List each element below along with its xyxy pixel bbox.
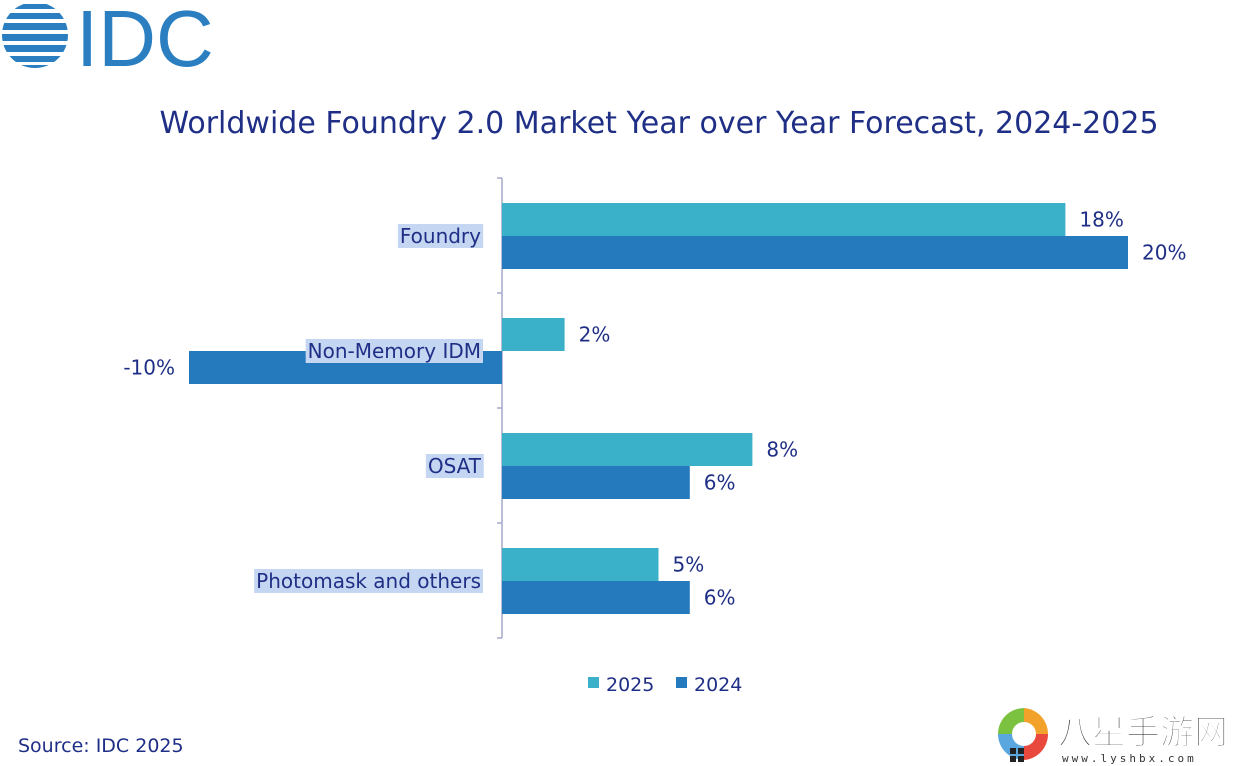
chart-title: Worldwide Foundry 2.0 Market Year over Y… bbox=[159, 106, 1159, 141]
category-label-highlight bbox=[425, 454, 484, 478]
category-label: Photomask and others bbox=[256, 569, 481, 593]
legend-swatch-2024 bbox=[676, 677, 687, 688]
category-label: Non-Memory IDM bbox=[308, 339, 481, 363]
category-label: Foundry bbox=[400, 224, 481, 248]
bar-osat-2024 bbox=[502, 466, 690, 499]
logo-wordmark: IDC bbox=[76, 0, 214, 80]
legend-label-2024: 2024 bbox=[694, 674, 742, 696]
globe-icon bbox=[2, 4, 68, 68]
data-label: 8% bbox=[766, 438, 798, 462]
category-label-highlight bbox=[397, 224, 484, 248]
source-note: Source: IDC 2025 bbox=[18, 735, 184, 757]
legend-label-2025: 2025 bbox=[606, 674, 654, 696]
bar-photomask-and-others-2024 bbox=[502, 581, 690, 614]
bar-foundry-2024 bbox=[502, 236, 1128, 269]
category-label-highlight bbox=[305, 339, 483, 363]
data-label: 5% bbox=[673, 553, 705, 577]
data-label: 20% bbox=[1142, 241, 1186, 265]
watermark-logo-icon bbox=[998, 708, 1049, 762]
site-watermark: 八星手游网 www.lyshbx.com bbox=[998, 708, 1229, 765]
bar-foundry-2025 bbox=[502, 203, 1066, 236]
data-label: 6% bbox=[704, 471, 736, 495]
idc-logo: IDC bbox=[2, 0, 214, 80]
bar-photomask-and-others-2025 bbox=[502, 548, 659, 581]
data-label: 18% bbox=[1079, 208, 1123, 232]
bar-non-memory-idm-2025 bbox=[502, 318, 565, 351]
data-label: 6% bbox=[704, 586, 736, 610]
legend-swatch-2025 bbox=[588, 677, 599, 688]
watermark-url: www.lyshbx.com bbox=[1062, 752, 1197, 765]
watermark-title: 八星手游网 bbox=[1058, 713, 1228, 753]
bar-osat-2025 bbox=[502, 433, 753, 466]
data-label: 2% bbox=[579, 323, 611, 347]
data-label: -10% bbox=[123, 356, 175, 380]
category-label: OSAT bbox=[428, 454, 482, 478]
category-label-highlight bbox=[254, 569, 483, 593]
